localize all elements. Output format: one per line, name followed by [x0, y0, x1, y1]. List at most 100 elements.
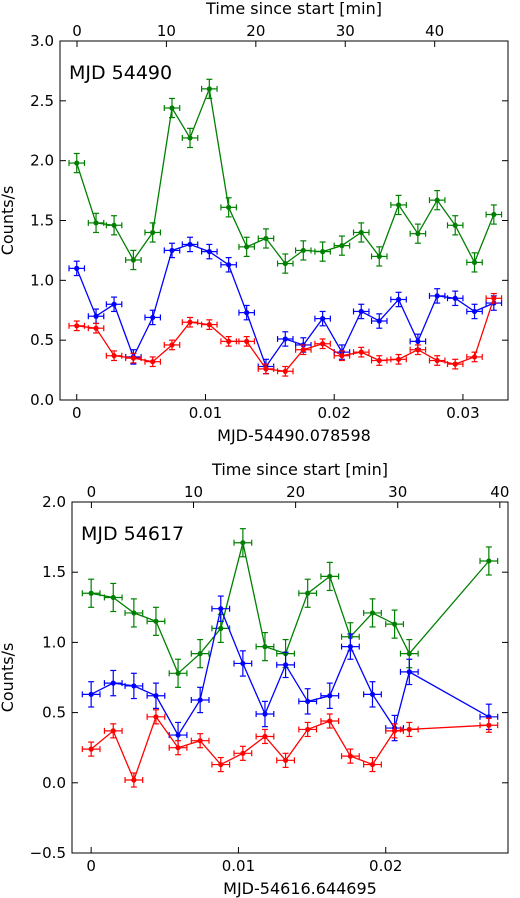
top-x-axis-label: Time since start [min] [211, 460, 388, 479]
series-line [76, 86, 495, 265]
data-point [262, 644, 268, 650]
data-point [150, 229, 156, 236]
data-point [339, 243, 345, 249]
y-tick-label: 1.0 [42, 633, 66, 651]
data-point [376, 253, 382, 259]
series-line [90, 606, 490, 737]
data-point [130, 257, 136, 263]
chart-panel-2: 0 0.01 0.02 0 10 20 30 40 −0.5 0.0 0.5 1.0 1.5 2.0 MJD… [0, 460, 509, 898]
data-point [88, 691, 94, 697]
data-point [282, 336, 288, 342]
data-point [369, 610, 376, 616]
data-point [358, 229, 364, 236]
y-tick-label: 3.0 [30, 32, 54, 50]
data-point [395, 202, 402, 208]
data-point [491, 211, 497, 218]
y-tick-label: 2.5 [30, 92, 54, 110]
data-point [111, 301, 117, 307]
y-tick-label: 1.5 [30, 212, 54, 230]
top-x-tick-label: 20 [246, 22, 265, 40]
data-point [327, 573, 333, 580]
data-point [282, 662, 289, 668]
y-tick-label: 0.0 [42, 774, 66, 792]
series-line [90, 715, 489, 782]
data-point [300, 347, 306, 353]
y-tick-label: 0.0 [30, 391, 54, 409]
data-point [415, 347, 421, 353]
data-point [244, 310, 250, 316]
data-point [110, 594, 116, 601]
data-point [111, 353, 117, 359]
data-point [452, 222, 458, 228]
top-x-tick-label: 10 [157, 22, 176, 40]
y-tick-label: 0.5 [42, 704, 66, 722]
data-point [282, 260, 288, 267]
data-point [197, 738, 203, 744]
y-tick-label: 2.0 [42, 493, 66, 511]
data-point [169, 342, 175, 348]
x-tick-label: 0.03 [446, 404, 479, 422]
data-point [415, 338, 421, 344]
data-point [74, 265, 80, 271]
data-point [175, 732, 181, 738]
data-point [187, 241, 193, 248]
plot-frame [71, 501, 509, 854]
data-point [434, 293, 440, 299]
data-point [74, 160, 80, 166]
data-point [111, 222, 117, 228]
data-point [471, 259, 478, 265]
data-point [240, 540, 246, 546]
data-point [282, 757, 289, 763]
series-2 [68, 236, 503, 375]
data-point [244, 338, 250, 344]
series-1 [68, 78, 503, 274]
data-point [93, 220, 99, 226]
data-point [218, 625, 224, 631]
top-x-tick-label: 0 [72, 22, 82, 40]
data-point [320, 341, 326, 347]
top-x-tick-label: 30 [388, 483, 407, 501]
data-point [471, 308, 478, 315]
x-tick-label: 0.02 [318, 404, 351, 422]
data-point [150, 314, 156, 321]
data-point [305, 726, 311, 733]
data-point [347, 644, 353, 650]
series-3 [81, 709, 499, 788]
data-point [305, 590, 311, 596]
data-point [153, 714, 159, 720]
data-point [376, 357, 382, 364]
data-point [206, 249, 212, 255]
data-point [305, 698, 311, 704]
data-point [263, 366, 269, 372]
data-point [244, 244, 250, 250]
data-point [434, 197, 440, 203]
data-point [358, 308, 364, 315]
data-point [131, 777, 137, 783]
x-tick-label: 0.01 [222, 857, 255, 875]
series-3 [68, 292, 503, 377]
top-x-tick-label: 0 [87, 483, 97, 501]
x-axis-label: MJD-54616.644695 [223, 879, 377, 898]
data-point [327, 693, 333, 699]
top-x-tick-label: 40 [490, 483, 509, 501]
data-point [131, 610, 137, 616]
data-point [218, 761, 224, 768]
data-point [358, 349, 364, 355]
top-x-tick-label: 30 [336, 22, 355, 40]
y-tick-label: −0.5 [30, 844, 66, 862]
data-point [226, 338, 232, 344]
data-point [88, 590, 94, 596]
data-point [369, 761, 376, 768]
x-tick-label: 0.01 [189, 404, 222, 422]
data-point [486, 722, 492, 728]
series-1 [81, 528, 499, 688]
data-point [169, 105, 175, 111]
data-point [395, 296, 402, 303]
data-point [471, 354, 478, 360]
data-point [93, 313, 99, 319]
data-point [187, 135, 193, 141]
data-point [74, 323, 80, 329]
data-point [395, 356, 402, 362]
data-point [150, 359, 156, 365]
data-point [197, 651, 203, 657]
